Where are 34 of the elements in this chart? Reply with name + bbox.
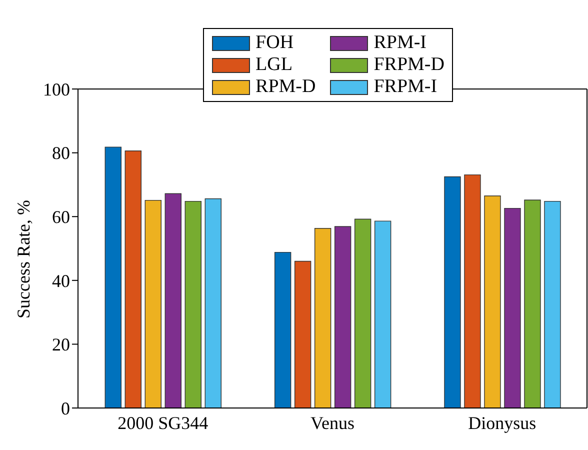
legend-label: RPM-D (256, 76, 316, 98)
x-tick-label: Dionysus (468, 412, 536, 433)
bar (144, 200, 162, 408)
bar (374, 220, 392, 408)
bar (294, 260, 312, 408)
bar (164, 193, 182, 408)
x-tick-label: 2000 SG344 (118, 412, 208, 433)
bar (104, 146, 122, 408)
x-tick-label: Venus (310, 412, 354, 433)
bar (524, 200, 541, 408)
legend-label: LGL (256, 54, 292, 76)
y-tick-label: 20 (52, 334, 70, 355)
bar (544, 200, 561, 408)
bar (184, 200, 202, 408)
bar (334, 226, 352, 408)
bar (464, 174, 481, 408)
y-tick-label: 60 (52, 206, 70, 227)
legend-label: FRPM-I (374, 76, 438, 98)
y-tick-label: 40 (52, 270, 70, 291)
legend-label: RPM-I (374, 32, 427, 54)
bar (124, 150, 142, 408)
y-tick-label: 80 (52, 143, 70, 164)
bar (314, 228, 332, 408)
bar (444, 176, 461, 408)
y-tick-label: 0 (61, 398, 70, 418)
bar (484, 196, 501, 408)
y-axis-title: Success Rate, % (13, 200, 34, 318)
bar (504, 208, 521, 408)
legend-label: FOH (256, 32, 294, 54)
legend-label: FRPM-D (374, 54, 444, 76)
bar (204, 198, 222, 408)
bar (274, 252, 292, 408)
bar (354, 218, 372, 408)
y-tick-label: 100 (43, 79, 70, 100)
